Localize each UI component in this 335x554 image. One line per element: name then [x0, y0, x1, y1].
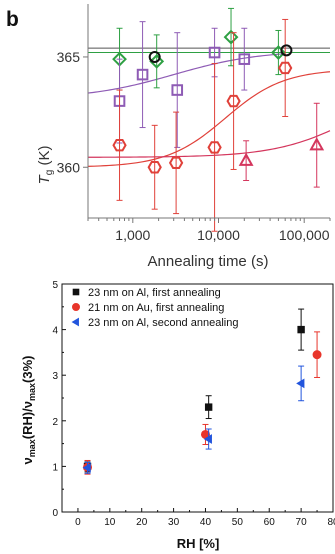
plot-rh-marks [82, 308, 322, 475]
data-point-square [171, 84, 184, 96]
plot-b-lines [87, 47, 331, 167]
data-point-triangle [309, 137, 325, 151]
y-tick-label-rh: 0 [52, 508, 58, 519]
plot-b-marks [112, 7, 325, 232]
x-tick-label-rh: 70 [296, 517, 308, 528]
x-tick-label-b: 1,000 [115, 227, 150, 243]
y-tick-label-rh: 2 [52, 417, 58, 428]
data-point-circle [280, 44, 293, 57]
y-title-mid: (RH)/ [20, 408, 35, 439]
data-point-hexagon [278, 61, 293, 75]
x-axis-title-b: Annealing time (s) [148, 253, 269, 270]
data-point-hexagon [226, 94, 241, 108]
y-axis-title-b: Tg (K) [36, 146, 55, 185]
x-tick-label-rh: 30 [168, 517, 180, 528]
x-tick-label-rh: 0 [75, 517, 81, 528]
y-axis-title-rh: νmax(RH)/νmax(3%) [20, 356, 37, 465]
y-title-unit: (K) [36, 146, 53, 170]
legend: 23 nm on Al, first annealing 21 nm on Au,… [71, 287, 238, 329]
x-tick-label-rh: 80 [327, 517, 335, 528]
fit-curve [87, 130, 331, 158]
x-tick-label-b: 10,000 [197, 227, 240, 243]
x-tick-label-rh: 50 [232, 517, 244, 528]
legend-label: 23 nm on Al, second annealing [88, 317, 238, 329]
data-point-square [297, 325, 305, 334]
y-tick-label-rh: 1 [52, 462, 58, 473]
data-point-square [136, 68, 149, 81]
panel-label: b [6, 8, 19, 31]
y-title-end: (3%) [20, 356, 35, 383]
legend-marker [72, 288, 80, 296]
x-axis-title-rh: RH [%] [177, 536, 220, 551]
data-point-square [204, 403, 213, 411]
annealing-tg-chart: b 1,000 10,000 100,000 360 365 Tg (K) Anneal… [6, 4, 331, 270]
y-title-nu2: ν [20, 401, 35, 408]
x-tick-label-rh: 40 [200, 517, 212, 528]
data-point-triangle-left [296, 378, 305, 389]
x-tick-label-b: 100,000 [279, 227, 330, 243]
data-point-square [208, 46, 221, 59]
y-title-sub2: max [27, 383, 37, 401]
data-point-hexagon [168, 156, 184, 170]
data-point-circle [148, 50, 161, 63]
x-tick-label-rh: 10 [104, 517, 116, 528]
data-point-hexagon [207, 141, 222, 154]
data-point-hexagon [112, 139, 127, 152]
data-point-square [238, 53, 251, 65]
fit-curve [87, 71, 331, 167]
data-point-triangle [238, 152, 254, 166]
rh-frequency-chart: 0 10 20 30 40 50 60 70 80 0 1 2 3 4 5 23 nm on Al, fir… [20, 280, 335, 551]
y-title-sub: g [44, 170, 55, 176]
legend-marker [71, 317, 79, 327]
y-title-sub1: max [27, 439, 37, 457]
y-tick-label-rh: 3 [52, 371, 58, 382]
y-title-nu1: ν [20, 457, 35, 464]
data-point-hexagon [147, 161, 162, 174]
y-tick-label-rh: 5 [52, 280, 58, 291]
legend-label: 23 nm on Al, first annealing [88, 287, 221, 299]
data-point-triangle-left [82, 462, 91, 473]
data-point-diamond [149, 53, 165, 69]
data-point-diamond [223, 29, 239, 45]
y-tick-label-b: 365 [57, 49, 81, 65]
plot-rh-axes: 0 10 20 30 40 50 60 70 80 0 1 2 3 4 5 [52, 280, 335, 528]
plot-b-axes: 1,000 10,000 100,000 360 365 [57, 4, 331, 243]
data-point-triangle-left [203, 434, 212, 444]
y-tick-label-rh: 4 [52, 326, 58, 337]
x-tick-label-rh: 20 [136, 517, 148, 528]
x-tick-label-rh: 60 [264, 517, 276, 528]
y-title-main: T [36, 173, 53, 184]
y-tick-label-b: 360 [57, 159, 81, 175]
fit-curve [87, 53, 286, 94]
data-point-circle [312, 350, 322, 360]
legend-marker [72, 303, 80, 311]
legend-label: 21 nm on Au, first annealing [88, 302, 224, 314]
